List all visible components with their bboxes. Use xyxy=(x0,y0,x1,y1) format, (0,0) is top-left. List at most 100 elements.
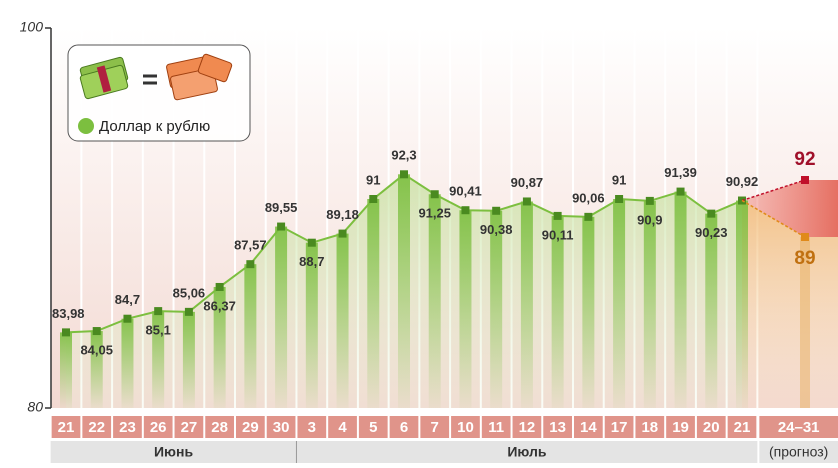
bar xyxy=(121,319,133,408)
value-label: 88,7 xyxy=(299,254,324,269)
x-tick-label: 18 xyxy=(641,419,658,436)
legend-label: Доллар к рублю xyxy=(99,118,210,135)
point-marker xyxy=(584,213,592,221)
point-marker xyxy=(492,207,500,215)
x-tick-label: 7 xyxy=(431,419,439,436)
x-tick-label: 10 xyxy=(457,419,474,436)
chart: 83,98 84,05 84,7 85,1 85,0686,37 87,57 89,55 88… xyxy=(0,0,838,463)
value-label: 90,38 xyxy=(480,222,513,237)
x-tick-label: 5 xyxy=(369,419,377,436)
bar xyxy=(398,174,410,408)
bar xyxy=(275,227,287,408)
y-tick-label: 80 xyxy=(27,399,43,415)
bar xyxy=(367,199,379,408)
point-marker xyxy=(123,315,131,323)
x-tick-label: 13 xyxy=(549,419,566,436)
x-tick-label: 21 xyxy=(734,419,751,436)
x-tick-label: 11 xyxy=(488,419,504,436)
bar xyxy=(552,216,564,408)
point-marker xyxy=(707,210,715,218)
value-label: 90,41 xyxy=(449,184,482,199)
bar xyxy=(582,217,594,408)
x-tick-label: 22 xyxy=(88,419,105,436)
point-marker xyxy=(615,195,623,203)
point-marker xyxy=(185,308,193,316)
x-tick-label: 29 xyxy=(242,419,259,436)
point-marker xyxy=(216,283,224,291)
bar xyxy=(60,332,72,408)
bar xyxy=(705,214,717,408)
point-marker xyxy=(154,307,162,315)
bar xyxy=(613,199,625,408)
forecast-label: 89 xyxy=(794,248,815,269)
y-tick-label: 100 xyxy=(20,19,44,35)
value-label: 84,05 xyxy=(80,342,113,357)
x-tick-label: 30 xyxy=(273,419,290,436)
value-label: 90,06 xyxy=(572,190,605,205)
bar xyxy=(490,211,502,408)
bar xyxy=(183,312,195,408)
point-marker xyxy=(461,206,469,214)
point-marker xyxy=(308,239,316,247)
point-marker xyxy=(62,328,70,336)
point-marker xyxy=(646,197,654,205)
forecast-marker xyxy=(801,233,809,241)
point-marker xyxy=(339,230,347,238)
x-tick-label: 21 xyxy=(58,419,75,436)
value-label: 91 xyxy=(366,172,380,187)
bar xyxy=(459,210,471,408)
point-marker xyxy=(554,212,562,220)
forecast-label: 92 xyxy=(794,149,815,170)
point-marker xyxy=(431,190,439,198)
point-marker xyxy=(677,188,685,196)
bar xyxy=(337,234,349,408)
bar xyxy=(521,201,533,408)
point-marker xyxy=(369,195,377,203)
x-tick-label: 4 xyxy=(338,419,347,436)
x-tick-label: 3 xyxy=(308,419,316,436)
point-marker xyxy=(523,197,531,205)
month-label: Июнь xyxy=(154,444,193,460)
x-tick-label: 17 xyxy=(611,419,628,436)
x-tick-label: 19 xyxy=(672,419,689,436)
bar xyxy=(675,192,687,408)
value-label: 92,3 xyxy=(391,148,416,163)
value-label: 84,7 xyxy=(115,292,140,307)
x-tick-label: 6 xyxy=(400,419,408,436)
value-label: 86,37 xyxy=(203,298,236,313)
value-label: 89,18 xyxy=(326,207,359,222)
x-tick-label: 20 xyxy=(703,419,720,436)
value-label: 89,55 xyxy=(265,200,298,215)
x-tick-label: 26 xyxy=(150,419,167,436)
value-label: 85,06 xyxy=(173,285,206,300)
value-label: 83,98 xyxy=(52,306,85,321)
x-tick-label: 28 xyxy=(211,419,228,436)
value-label: 90,9 xyxy=(637,212,662,227)
forecast-category: 24–31 xyxy=(778,419,820,436)
value-label: 91,25 xyxy=(418,206,451,221)
month-label: Июль xyxy=(507,444,547,460)
x-tick-label: 12 xyxy=(519,419,536,436)
point-marker xyxy=(400,170,408,178)
value-label: 90,11 xyxy=(542,227,574,242)
value-label: 87,57 xyxy=(234,238,267,253)
point-marker xyxy=(277,223,285,231)
bar xyxy=(244,264,256,408)
value-label: 90,87 xyxy=(511,175,544,190)
x-tick-label: 27 xyxy=(181,419,198,436)
value-label: 91 xyxy=(612,172,626,187)
legend-marker xyxy=(78,118,94,134)
forecast-marker xyxy=(801,176,809,184)
x-tick-label: 23 xyxy=(119,419,136,436)
value-label: 90,92 xyxy=(726,174,759,189)
forecast-note: (прогноз) xyxy=(769,444,828,460)
bar xyxy=(644,201,656,408)
value-label: 90,23 xyxy=(695,225,728,240)
x-tick-label: 14 xyxy=(580,419,597,436)
point-marker xyxy=(246,260,254,268)
value-label: 91,39 xyxy=(664,165,697,180)
bar xyxy=(736,201,748,408)
value-label: 85,1 xyxy=(146,323,171,338)
point-marker xyxy=(93,327,101,335)
bar xyxy=(429,194,441,408)
